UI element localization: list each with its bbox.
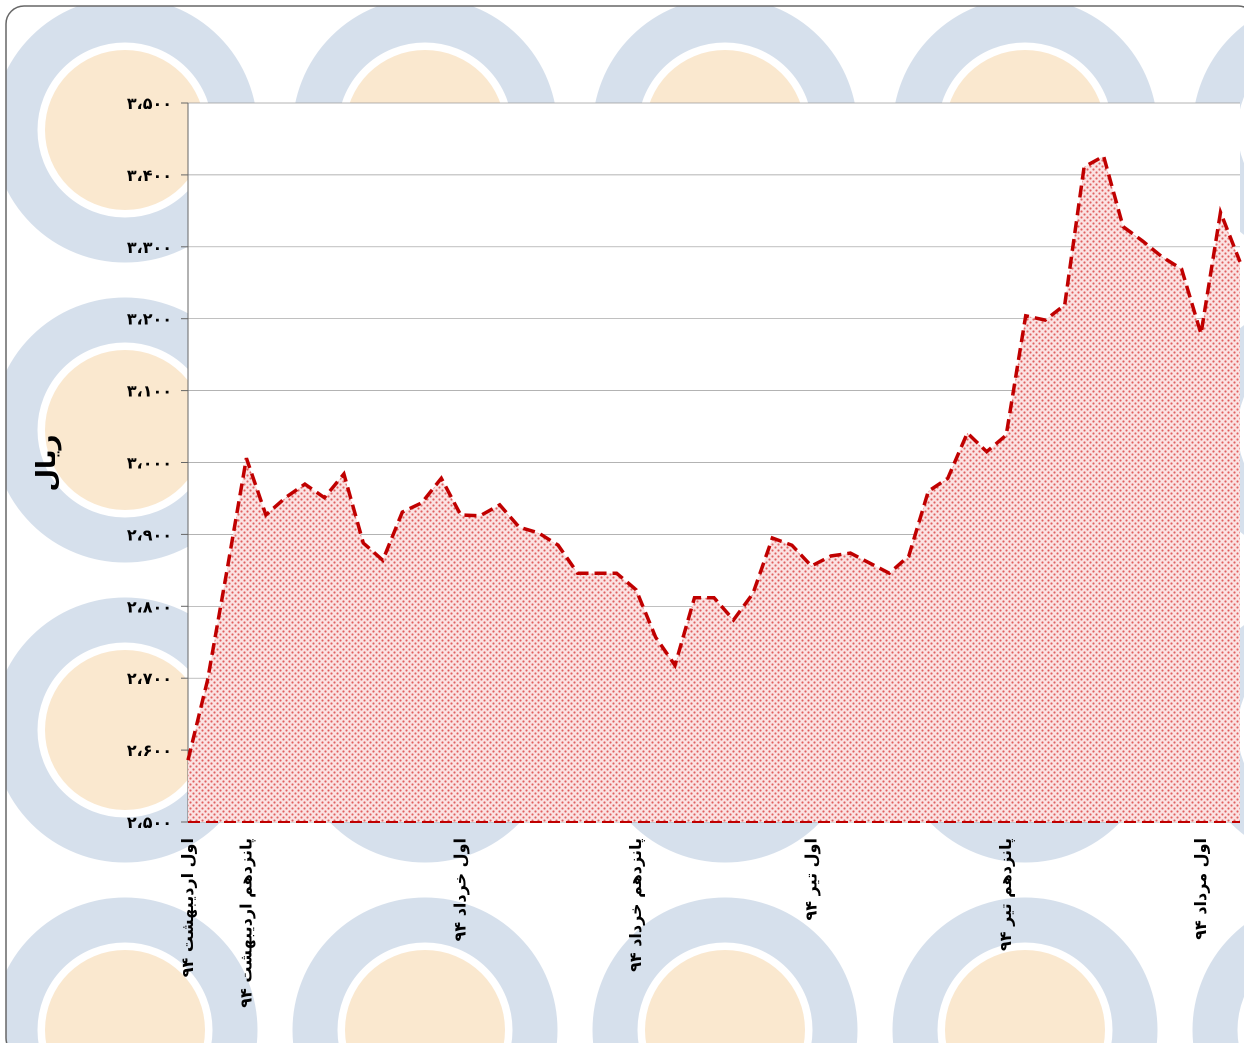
y-tick-label: ۲،۸۰۰: [127, 597, 172, 616]
x-tick-label: پانزدهم تیر ۹۴: [996, 838, 1016, 951]
y-tick-label: ۲،۵۰۰: [127, 813, 172, 832]
x-tick-label: پانزدهم اردیبهشت ۹۴: [236, 838, 256, 1008]
y-tick-label: ۲،۶۰۰: [127, 741, 172, 760]
x-tick-label: پانزدهم خرداد ۹۴: [626, 838, 646, 972]
y-tick-label: ۳،۳۰۰: [127, 238, 172, 257]
y-axis-label: ریال: [32, 434, 62, 491]
y-tick-label: ۳،۰۰۰: [127, 454, 172, 473]
chart: ریال ۲،۵۰۰ ۲،۶۰۰ ۲،۷۰۰ ۲،۸۰۰ ۲،۹۰۰ ۳،۰۰۰ ۳،۱۰۰…: [0, 0, 1244, 1043]
y-tick-label: ۳،۲۰۰: [127, 310, 172, 329]
x-tick-label: اول خرداد ۹۴: [451, 838, 470, 941]
x-tick-label: اول تیر ۹۴: [801, 838, 820, 920]
page: {"chart_data": { "type": "area", "y_labe…: [0, 0, 1244, 1043]
y-tick-label: ۲،۹۰۰: [127, 525, 172, 544]
y-tick-label: ۳،۱۰۰: [127, 382, 172, 401]
x-tick-label: اول مرداد ۹۴: [1191, 838, 1210, 940]
y-tick-label: ۳،۵۰۰: [127, 94, 172, 113]
y-tick-label: ۳،۴۰۰: [127, 166, 172, 185]
y-tick-label: ۲،۷۰۰: [127, 669, 172, 688]
x-tick-label: اول اردیبهشت ۹۴: [178, 838, 197, 977]
